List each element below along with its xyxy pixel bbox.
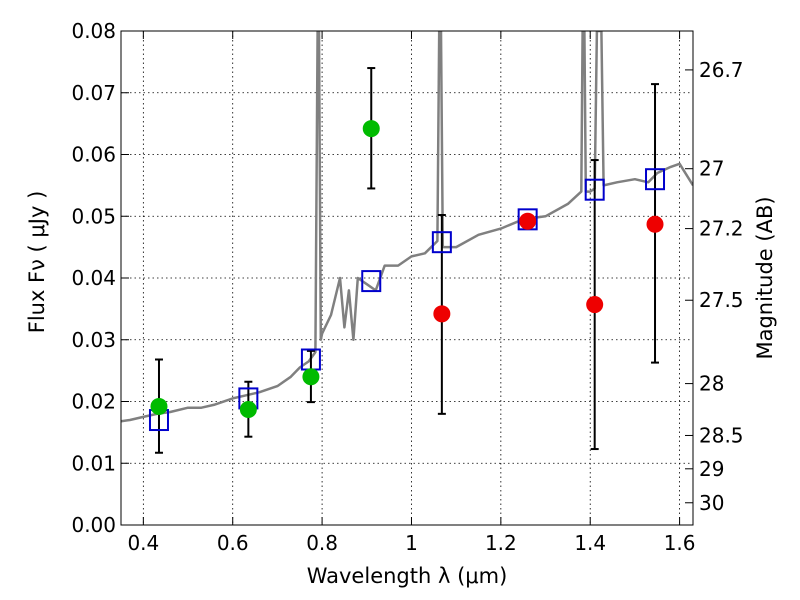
x-tick-label: 0.6: [217, 531, 249, 555]
y-axis-label: Flux Fν ( μJy ): [25, 191, 49, 334]
red-point-marker: [519, 212, 537, 230]
green-point-marker: [362, 120, 380, 138]
right-axis-label: Magnitude (AB): [753, 196, 777, 359]
model-box-marker: [431, 231, 452, 254]
x-tick-label: 0.8: [306, 531, 338, 555]
y-tick-label: 0.06: [71, 143, 116, 167]
x-tick-label: 1.6: [664, 531, 696, 555]
plot-area: [121, 31, 693, 454]
model-box-marker: [361, 270, 382, 293]
magnitude-tick-label: 27.5: [699, 288, 744, 312]
red-point-marker: [433, 305, 451, 323]
y-tick-label: 0.07: [71, 81, 116, 105]
magnitude-tick-label: 30: [699, 491, 724, 515]
magnitude-tick-label: 28.5: [699, 423, 744, 447]
magnitude-tick-label: 29: [699, 457, 724, 481]
y-tick-label: 0.05: [71, 204, 116, 228]
magnitude-tick-label: 27: [699, 157, 724, 181]
magnitude-tick-label: 26.7: [699, 58, 744, 82]
y-tick-label: 0.01: [71, 451, 116, 475]
y-tick-label: 0.03: [71, 328, 116, 352]
x-tick-label: 0.4: [127, 531, 159, 555]
x-tick-label: 1: [405, 531, 418, 555]
model-box-marker: [584, 178, 605, 201]
red-point-marker: [646, 215, 664, 233]
x-tick-label: 1.4: [574, 531, 606, 555]
model-box-marker: [645, 168, 666, 191]
y-tick-label: 0.04: [71, 266, 116, 290]
y-tick-label: 0.08: [71, 19, 116, 43]
y-tick-label: 0.02: [71, 390, 116, 414]
red-point-marker: [586, 296, 604, 314]
gridlines: [121, 31, 693, 525]
green-point-marker: [302, 368, 320, 386]
green-point-marker: [150, 397, 168, 415]
magnitude-tick-label: 28: [699, 372, 724, 396]
spectrum-line: [121, 31, 693, 423]
green-point-marker: [239, 401, 257, 419]
y-tick-label: 0.00: [71, 513, 116, 537]
x-axis-label: Wavelength λ (μm): [307, 564, 508, 588]
x-tick-label: 1.2: [485, 531, 517, 555]
magnitude-tick-label: 27.2: [699, 217, 744, 241]
axes: 0.4 0.6 0.8 1 1.2 1.4 1.6 0.00 0.01 0.02 0.03 0.04 0…: [71, 19, 743, 555]
